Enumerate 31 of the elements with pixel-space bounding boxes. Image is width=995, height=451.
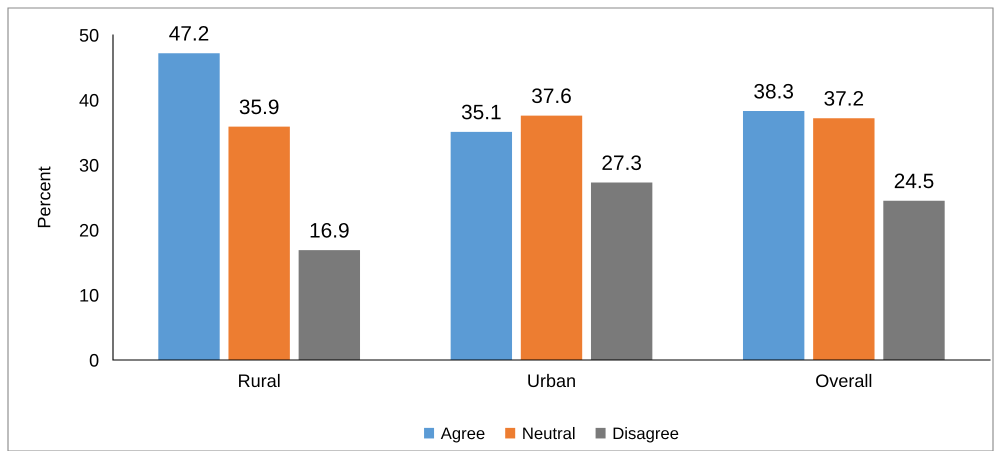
data-label: 24.5 (894, 174, 934, 188)
data-label: 16.9 (310, 222, 349, 238)
data-label: 37.6 (532, 88, 571, 104)
y-tick-label: 0 (90, 354, 98, 367)
data-label: 38.3 (754, 84, 794, 99)
y-tick-label: 20 (80, 224, 98, 237)
y-tick-label: 30 (80, 158, 98, 172)
bar (228, 126, 290, 360)
data-label: 35.9 (240, 99, 278, 114)
bar (742, 111, 804, 360)
y-tick-label: 40 (79, 94, 98, 107)
y-tick-label: 50 (80, 28, 98, 42)
legend-label: Neutral (523, 426, 574, 440)
x-tick-label: Rural (239, 374, 280, 388)
data-label: 37.2 (824, 90, 864, 106)
bar (298, 250, 360, 360)
data-label: 27.3 (602, 155, 642, 170)
bar (813, 118, 875, 360)
legend-label: Disagree (614, 426, 678, 442)
bar (520, 116, 582, 360)
x-tick-label: Urban (528, 374, 575, 388)
bar (450, 132, 512, 360)
y-tick-label: 10 (80, 288, 98, 302)
x-tick-label: Overall (816, 374, 872, 388)
bar (883, 200, 945, 360)
data-label: 47.2 (169, 26, 208, 41)
data-label: 35.1 (462, 104, 501, 120)
bar (590, 182, 652, 360)
bar (158, 53, 220, 360)
y-axis-title: Percent (38, 166, 50, 228)
legend-label: Agree (440, 428, 484, 442)
